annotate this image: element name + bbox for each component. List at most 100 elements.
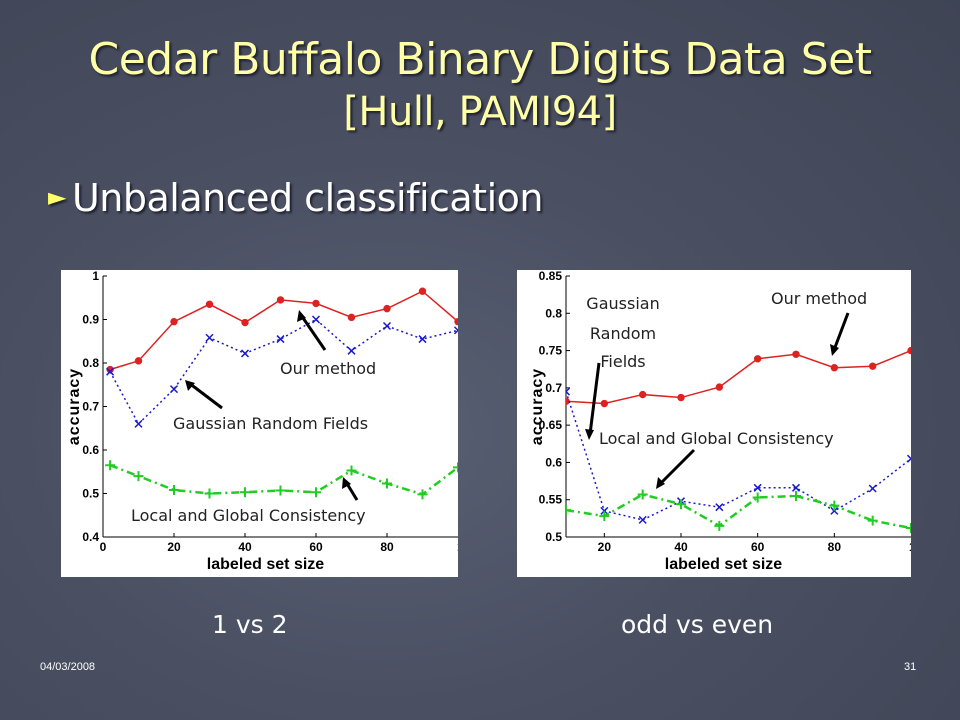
- data-point-grf: [566, 387, 571, 396]
- bullet-arrow-icon: ►: [48, 183, 66, 211]
- annotation-gaussian-random-fields: Gaussian Random Fields: [173, 414, 368, 433]
- y-tick-label: 0.7: [545, 381, 562, 395]
- y-tick-label: 1: [92, 270, 99, 283]
- y-axis-label: accuracy: [66, 368, 83, 445]
- arrow-our-method: [299, 314, 327, 351]
- annotation-local-global-consistency: Local and Global Consistency: [599, 429, 834, 448]
- y-tick-label: 0.8: [82, 356, 99, 370]
- arrowhead-grf: [185, 380, 195, 391]
- y-tick-label: 0.6: [545, 455, 562, 469]
- y-tick-label: 0.85: [539, 270, 563, 283]
- data-point-our-method: [566, 397, 570, 405]
- annotation-our-method: Our method: [771, 289, 867, 308]
- bullet-point: ► Unbalanced classification: [48, 176, 543, 220]
- y-tick-label: 0.8: [545, 306, 562, 320]
- data-point-our-method: [134, 357, 143, 365]
- data-point-lgc: [240, 487, 250, 498]
- annotation-local-global-consistency: Local and Global Consistency: [131, 506, 366, 525]
- data-point-lgc: [311, 487, 321, 498]
- chart-panel-1vs2: 0.4 0.5 0.6 0.7 0.8 0.9 1 0 20 40 60 80 1 labeled set…: [61, 270, 458, 577]
- data-point-grf: [453, 326, 458, 335]
- bullet-text: Unbalanced classification: [71, 176, 544, 220]
- series-line-our: [109, 290, 458, 371]
- data-point-our-method: [715, 383, 724, 391]
- data-point-lgc: [346, 465, 357, 476]
- data-point-our-method: [907, 346, 911, 355]
- data-point-lgc: [752, 492, 763, 503]
- data-point-lgc: [133, 471, 144, 482]
- data-point-our-method: [205, 300, 214, 308]
- annotation-grf-line-3: Fields: [600, 352, 645, 371]
- data-point-lgc: [382, 478, 392, 489]
- data-point-lgc: [714, 520, 725, 531]
- data-point-grf: [791, 483, 801, 492]
- chart-panel-odd-even: 0.5 0.55 0.6 0.65 0.7 0.75 0.8 0.85 20 40 60 80 1 lab…: [517, 270, 911, 577]
- arrowhead-our-method: [297, 310, 306, 322]
- x-tick-label: 40: [674, 540, 688, 554]
- data-point-lgc: [417, 489, 428, 500]
- series-line-lgc: [566, 493, 911, 530]
- x-axis-label: labeled set size: [207, 556, 324, 573]
- data-point-grf: [311, 315, 321, 324]
- y-axis-label: accuracy: [529, 368, 546, 445]
- annotation-our-method: Our method: [280, 359, 376, 378]
- data-point-our-method: [830, 364, 839, 372]
- data-point-our-method: [454, 317, 458, 326]
- arrowhead-grf: [585, 429, 594, 440]
- data-point-grf: [106, 367, 115, 376]
- arrow-our-method: [832, 312, 850, 351]
- data-point-lgc: [599, 511, 610, 522]
- data-point-grf: [205, 333, 214, 342]
- data-point-grf: [240, 349, 250, 358]
- caption-odd-vs-even: odd vs even: [621, 610, 774, 639]
- x-tick-label: 80: [380, 540, 394, 554]
- data-point-our-method: [383, 304, 391, 313]
- data-point-grf: [382, 321, 392, 331]
- arrowhead-lgc: [656, 477, 665, 489]
- footer-date: 04/03/2008: [40, 661, 96, 673]
- data-point-our-method: [792, 350, 800, 359]
- x-tick-label: 80: [828, 540, 842, 554]
- data-point-our-method: [677, 393, 685, 402]
- data-point-our-method: [276, 296, 285, 304]
- data-point-grf: [753, 483, 762, 492]
- data-point-grf: [868, 484, 877, 493]
- data-point-grf: [830, 506, 839, 515]
- data-point-lgc: [637, 489, 648, 500]
- data-point-grf: [169, 385, 179, 394]
- y-tick-label: 0.55: [539, 493, 563, 507]
- caption-1vs2: 1 vs 2: [212, 610, 288, 639]
- series-line-our: [566, 349, 911, 405]
- y-tick-label: 0.7: [82, 400, 99, 414]
- y-tick-label: 0.9: [82, 313, 99, 327]
- slide-title: Cedar Buffalo Binary Digits Data Set [Hu…: [0, 34, 960, 138]
- x-tick-label: 0: [100, 540, 107, 554]
- data-point-grf: [600, 506, 609, 515]
- data-point-lgc: [676, 499, 686, 510]
- x-axis-label: labeled set size: [665, 556, 782, 573]
- data-point-grf: [638, 515, 647, 524]
- data-point-lgc: [204, 488, 215, 499]
- data-point-grf: [347, 346, 356, 355]
- data-point-lgc: [829, 500, 840, 511]
- data-point-grf: [715, 503, 724, 512]
- arrowhead-lgc: [342, 477, 351, 489]
- data-point-our-method: [868, 362, 877, 370]
- footer-page-number: 31: [904, 661, 917, 673]
- data-point-our-method: [753, 355, 762, 363]
- data-point-grf: [134, 419, 143, 428]
- y-tick-label: 0.75: [539, 344, 563, 358]
- y-tick-label: 0.4: [82, 530, 99, 544]
- arrow-grf: [188, 381, 223, 410]
- annotation-grf-line-1: Gaussian: [586, 294, 659, 313]
- arrowhead-our-method: [830, 344, 839, 356]
- data-point-our-method: [241, 318, 249, 327]
- data-point-our-method: [312, 299, 320, 308]
- data-point-lgc: [791, 490, 801, 501]
- series-line-grf: [566, 391, 911, 521]
- data-point-grf: [906, 454, 911, 463]
- y-tick-label: 0.5: [82, 487, 99, 501]
- data-point-lgc: [566, 505, 571, 516]
- data-point-grf: [276, 335, 285, 344]
- arrow-lgc: [658, 448, 696, 486]
